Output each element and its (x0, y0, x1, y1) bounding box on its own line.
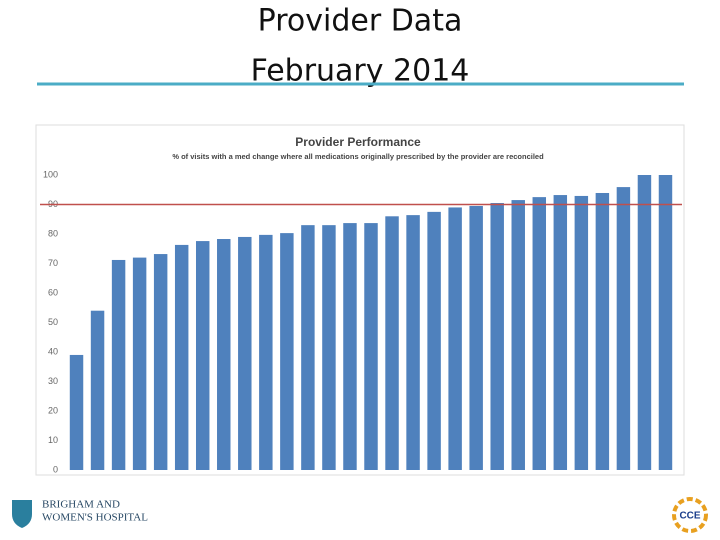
bar (111, 259, 126, 470)
bar (574, 195, 589, 470)
bar (69, 354, 84, 470)
badge: CCE (672, 497, 708, 533)
chart-subtitle: % of visits with a med change where all … (172, 152, 544, 161)
y-tick-label: 80 (48, 228, 58, 238)
y-tick-label: 10 (48, 435, 58, 445)
bar (280, 233, 294, 470)
bar (90, 310, 105, 470)
bar (385, 216, 399, 470)
bar (469, 205, 483, 470)
bar (174, 244, 189, 470)
bar (322, 225, 336, 470)
bar (195, 241, 210, 470)
bar (301, 225, 315, 470)
logo-text: WOMEN'S HOSPITAL (42, 512, 148, 524)
y-tick-label: 60 (48, 287, 58, 297)
bar (553, 195, 568, 470)
bar (532, 197, 547, 470)
bar (427, 211, 441, 470)
bar (217, 239, 231, 470)
chart-title: Provider Performance (295, 135, 421, 149)
y-tick-label: 50 (48, 317, 58, 327)
bar (259, 234, 273, 470)
y-tick-label: 40 (48, 346, 58, 356)
bar (616, 187, 631, 470)
badge-ring (672, 497, 708, 533)
slide-title: Provider Data (258, 4, 463, 39)
badge-text: CCE (679, 511, 700, 522)
footer-logo: BRIGHAM AND WOMEN'S HOSPITAL (12, 499, 148, 528)
bar (153, 254, 168, 470)
bar (448, 207, 462, 470)
bar (238, 236, 252, 470)
y-tick-label: 0 (53, 464, 58, 474)
bar (595, 192, 610, 470)
y-tick-label: 70 (48, 258, 58, 268)
bar (637, 175, 652, 470)
bar (343, 223, 357, 470)
y-tick-label: 100 (43, 169, 58, 179)
bar (364, 223, 378, 470)
bar (406, 215, 420, 470)
y-tick-label: 30 (48, 376, 58, 386)
bar (511, 200, 525, 470)
bar (132, 257, 147, 470)
logo-shield (12, 500, 32, 528)
y-tick-label: 20 (48, 405, 58, 415)
logo-text: BRIGHAM AND (42, 499, 120, 511)
bar (490, 203, 504, 470)
bar (658, 175, 673, 470)
